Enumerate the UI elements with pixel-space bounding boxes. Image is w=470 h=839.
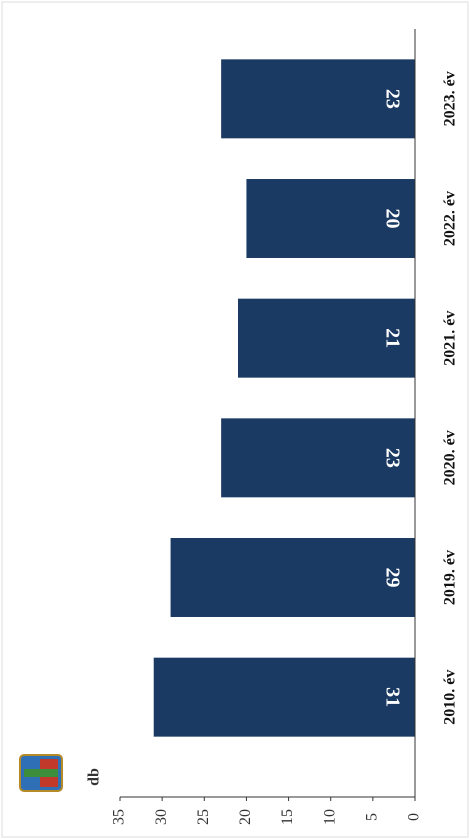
bar xyxy=(221,418,415,498)
y-tick-label: 25 xyxy=(195,809,212,825)
logo xyxy=(19,754,63,792)
bar xyxy=(170,538,415,617)
value-label: 23 xyxy=(381,448,403,468)
value-label: 23 xyxy=(381,89,403,109)
x-tick-label: 2020. év xyxy=(442,430,459,485)
bar xyxy=(221,59,415,139)
value-label: 21 xyxy=(381,328,403,348)
bar xyxy=(246,179,415,258)
y-tick-label: 15 xyxy=(279,809,296,825)
y-axis-label: db xyxy=(86,768,103,786)
x-tick-label: 2021. év xyxy=(442,311,459,366)
y-tick-label: 35 xyxy=(111,809,128,825)
y-tick-label: 5 xyxy=(364,813,381,821)
y-tick-label: 20 xyxy=(237,809,254,825)
bar xyxy=(238,298,415,378)
x-tick-label: 2023. év xyxy=(442,71,459,126)
bar xyxy=(153,657,415,737)
x-tick-label: 2010. év xyxy=(442,670,459,725)
y-tick-label: 10 xyxy=(321,809,338,825)
value-label: 29 xyxy=(381,568,403,588)
value-label: 20 xyxy=(381,209,403,229)
x-tick-label: 2019. év xyxy=(442,550,459,605)
value-label: 31 xyxy=(381,687,403,707)
y-tick-label: 0 xyxy=(406,813,423,821)
x-tick-label: 2022. év xyxy=(442,191,459,246)
y-tick-label: 30 xyxy=(153,809,170,825)
